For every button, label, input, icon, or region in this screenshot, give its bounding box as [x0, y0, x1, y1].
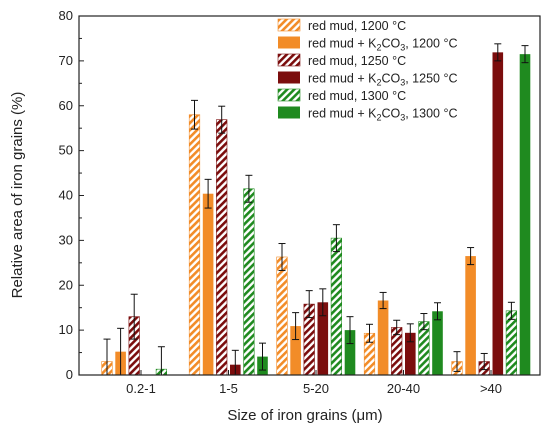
- legend-label: red mud, 1200 °C: [308, 19, 406, 33]
- x-tick-label: 0.2-1: [126, 381, 156, 396]
- y-tick-label: 50: [59, 143, 73, 158]
- x-tick-label: 5-20: [303, 381, 329, 396]
- legend-label: red mud, 1250 °C: [308, 54, 406, 68]
- legend-label: red mud, 1300 °C: [308, 89, 406, 103]
- y-tick-label: 30: [59, 232, 73, 247]
- legend-swatch: [278, 106, 300, 119]
- bar: [276, 256, 288, 376]
- bar: [290, 326, 301, 375]
- x-tick-label: 20-40: [387, 381, 420, 396]
- y-tick-label: 40: [59, 188, 73, 203]
- y-tick-label: 60: [59, 98, 73, 113]
- legend-label: red mud + K2CO3, 1250 °C: [308, 72, 458, 88]
- y-tick-label: 0: [66, 367, 73, 382]
- bar: [344, 330, 356, 375]
- bar: [405, 332, 416, 375]
- bar: [377, 300, 389, 375]
- y-tick-label: 10: [59, 322, 73, 337]
- bar: [330, 237, 343, 376]
- legend-swatch: [277, 53, 301, 67]
- bar: [243, 188, 255, 376]
- x-tick-label: >40: [480, 381, 502, 396]
- bar: [505, 310, 518, 376]
- legend-swatch: [278, 71, 300, 84]
- bar: [188, 114, 201, 376]
- bar: [202, 193, 214, 375]
- y-tick-label: 70: [59, 53, 73, 68]
- legend-swatch: [277, 88, 301, 102]
- legend-label: red mud + K2CO3, 1300 °C: [308, 107, 458, 123]
- bar: [519, 54, 531, 376]
- y-tick-label: 20: [59, 277, 73, 292]
- y-tick-label: 80: [59, 8, 73, 23]
- bar: [317, 302, 329, 375]
- x-axis-title: Size of iron grains (μm): [227, 407, 382, 424]
- bar: [432, 311, 443, 375]
- x-tick-label: 1-5: [219, 381, 238, 396]
- bar: [492, 52, 504, 375]
- bars-layer: [101, 43, 531, 376]
- legend-swatch: [277, 18, 301, 32]
- legend-label: red mud + K2CO3, 1200 °C: [308, 37, 458, 53]
- bar: [465, 256, 476, 375]
- bar: [216, 119, 228, 376]
- y-axis-title: Relative area of iron grains (%): [9, 92, 26, 299]
- legend-swatch: [278, 36, 300, 49]
- legend: red mud, 1200 °C red mud + K2CO3, 1200 °C…: [277, 18, 458, 123]
- axes-layer: 0 10 20 30 40 50 60 70 80 0.2-1 1-5 5-20 20-40 >40: [59, 8, 541, 396]
